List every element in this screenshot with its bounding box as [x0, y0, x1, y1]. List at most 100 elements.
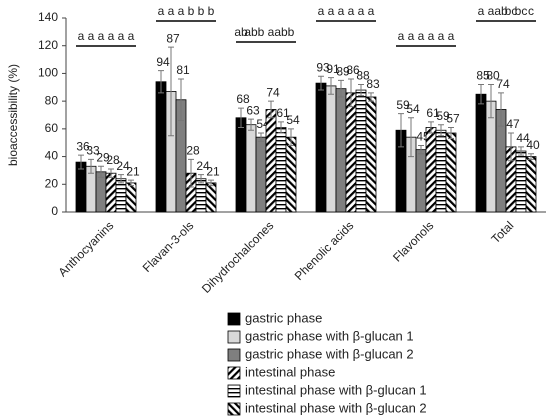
error-bar — [368, 92, 374, 102]
data-label: 74 — [266, 85, 280, 99]
error-bar — [158, 70, 164, 94]
bar — [205, 182, 217, 213]
legend-swatch — [227, 312, 241, 326]
legend-swatch — [227, 402, 241, 416]
significance-letter: b — [198, 4, 205, 18]
error-bar — [208, 179, 214, 187]
y-tick-label: 120 — [38, 38, 58, 52]
legend-label: intestinal phase with β-glucan 1 — [245, 382, 427, 397]
significance-letter: ab — [274, 25, 288, 39]
error-bar — [168, 46, 174, 137]
bar — [155, 81, 167, 213]
error-bar — [348, 78, 354, 108]
data-label: 24 — [116, 159, 130, 173]
x-tick-label: Flavan-3-ols — [140, 218, 197, 275]
error-bar — [78, 154, 84, 170]
bar — [355, 89, 367, 213]
y-tick-label: 40 — [45, 149, 59, 163]
error-bar — [488, 84, 494, 119]
significance-letter: a — [488, 4, 495, 18]
significance-letter: a — [158, 4, 165, 18]
significance-letter: a — [118, 29, 125, 43]
data-label: 83 — [366, 77, 380, 91]
error-bar — [528, 153, 534, 160]
significance-letter: a — [78, 29, 85, 43]
x-tick-label: Dihydrochalcones — [199, 218, 276, 295]
error-bar — [498, 92, 504, 127]
legend-swatch — [227, 330, 241, 344]
significance-letter: ab — [234, 25, 248, 39]
legend-label: gastric phase — [245, 310, 322, 325]
data-label: 93 — [316, 60, 330, 74]
significance-letter: a — [338, 4, 345, 18]
data-label: 61 — [276, 106, 290, 120]
y-tick-label: 80 — [45, 93, 59, 107]
data-label: 40 — [526, 138, 540, 152]
y-tick-label: 100 — [38, 66, 58, 80]
error-bar — [428, 121, 434, 134]
significance-letter: a — [398, 29, 405, 43]
significance-letter: a — [98, 29, 105, 43]
data-label: 36 — [76, 139, 90, 153]
x-tick-label: Phenolic acids — [292, 218, 357, 283]
data-label: 63 — [246, 103, 260, 117]
legend-swatch — [227, 384, 241, 398]
bar — [265, 109, 277, 213]
significance-letter: a — [368, 4, 375, 18]
bar — [335, 88, 347, 213]
significance-letter: b — [288, 25, 295, 39]
bar — [255, 136, 267, 213]
error-bar — [98, 165, 104, 178]
significance-letter: a — [428, 29, 435, 43]
error-bar — [438, 124, 444, 137]
significance-letter: a — [128, 29, 135, 43]
data-label: 86 — [346, 63, 360, 77]
significance-letter: b — [258, 25, 265, 39]
error-bar — [318, 75, 324, 91]
error-bar — [508, 132, 514, 162]
significance-letter: b — [188, 4, 195, 18]
data-label: 87 — [166, 31, 180, 45]
significance-letter: ab — [494, 4, 508, 18]
y-tick-label: 140 — [38, 10, 58, 24]
data-label: 28 — [186, 144, 200, 158]
error-bar — [268, 100, 274, 119]
y-tick-label: 0 — [51, 204, 58, 218]
significance-letter: a — [438, 29, 445, 43]
bar — [325, 85, 337, 213]
error-bar — [178, 78, 184, 122]
bar — [415, 149, 427, 213]
error-bar — [398, 113, 404, 148]
data-label: 80 — [486, 69, 500, 83]
bar — [425, 127, 437, 213]
data-label: 33 — [86, 144, 100, 158]
error-bar — [108, 168, 114, 178]
error-bar — [338, 79, 344, 98]
significance-letter: a — [178, 4, 185, 18]
x-tick-label: Anthocyanins — [56, 218, 117, 279]
bar — [195, 178, 207, 213]
data-label: 54 — [286, 113, 300, 127]
error-bar — [448, 126, 454, 140]
data-label: 91 — [326, 62, 340, 76]
bar — [435, 129, 447, 213]
significance-letter: a — [318, 4, 325, 18]
data-label: 29 — [96, 150, 110, 164]
significance-letter: a — [168, 4, 175, 18]
significance-letter: a — [328, 4, 335, 18]
error-bar — [418, 144, 424, 155]
x-tick-label: Total — [489, 218, 517, 246]
significance-letter: a — [448, 29, 455, 43]
legend-label: intestinal phase with β-glucan 2 — [245, 400, 427, 415]
error-bar — [128, 179, 134, 187]
significance-letter: a — [348, 4, 355, 18]
error-bar — [88, 158, 94, 174]
error-bar — [288, 128, 294, 146]
data-label: 57 — [446, 112, 460, 126]
x-tick-label: Flavonols — [390, 218, 436, 264]
significance-letter: a — [358, 4, 365, 18]
error-bar — [358, 84, 364, 97]
y-tick-label: 60 — [45, 121, 59, 135]
legend-swatch — [227, 366, 241, 380]
data-label: 28 — [106, 153, 120, 167]
